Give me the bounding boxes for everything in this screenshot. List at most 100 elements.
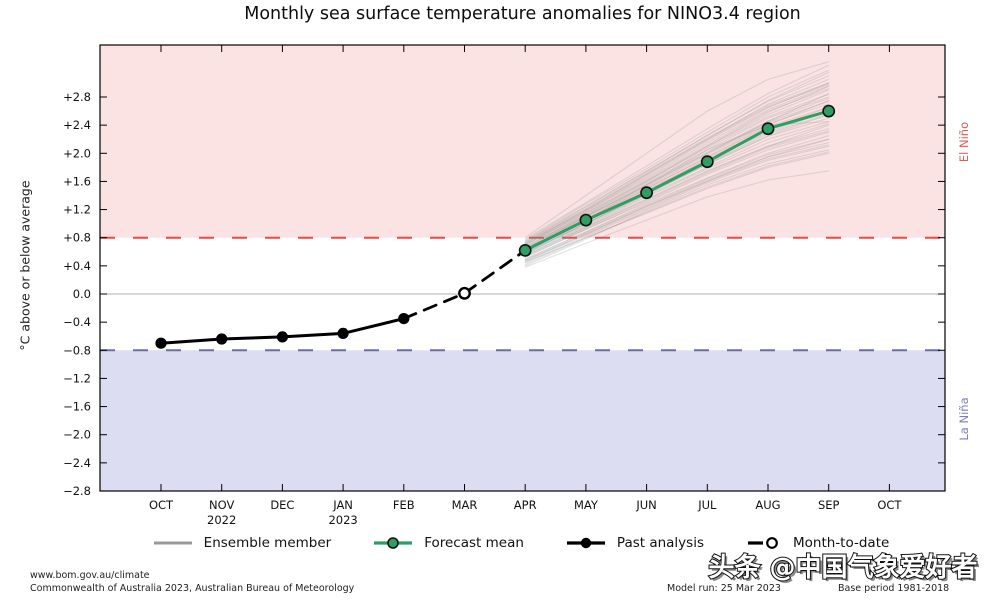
legend-label-forecast: Forecast mean bbox=[424, 535, 524, 551]
ensemble-member-line bbox=[524, 121, 830, 255]
ensemble-member-line bbox=[524, 85, 830, 249]
ensemble-member-line bbox=[524, 71, 830, 242]
forecast-mean-marker bbox=[822, 104, 836, 118]
ensemble-member-line bbox=[524, 130, 830, 258]
ensemble-member-line bbox=[524, 142, 830, 262]
y-tick-label: +1.6 bbox=[63, 174, 91, 188]
x-year-label: 2023 bbox=[328, 513, 357, 527]
ensemble-member-line bbox=[524, 103, 830, 251]
footer-url: www.bom.gov.au/climate bbox=[30, 570, 150, 581]
legend-item-forecast: Forecast mean bbox=[371, 535, 524, 551]
forecast-mean-line bbox=[523, 109, 831, 252]
la-nina-band bbox=[100, 350, 945, 491]
chart-title: Monthly sea surface temperature anomalie… bbox=[244, 4, 801, 24]
legend-label-mtd: Month-to-date bbox=[793, 535, 890, 551]
x-tick-label: JUL bbox=[697, 498, 717, 512]
ensemble-member-line bbox=[524, 92, 830, 249]
ensemble-member-line bbox=[524, 144, 830, 263]
legend-item-ensemble: Ensemble member bbox=[151, 535, 332, 551]
ensemble-member-line bbox=[524, 151, 830, 266]
y-tick-label: −0.4 bbox=[63, 315, 91, 329]
ensemble-member-line bbox=[524, 93, 830, 248]
watermark: 头条 @中国气象爱好者 头条 @中国气象爱好者 bbox=[707, 551, 980, 586]
ensemble-member-line bbox=[524, 110, 830, 253]
y-tick-label: +1.2 bbox=[63, 203, 91, 217]
past-analysis-marker bbox=[276, 331, 288, 343]
ensemble-member-line bbox=[524, 124, 830, 256]
x-tick-label: NOV bbox=[209, 498, 234, 512]
forecast-mean-icon bbox=[374, 537, 413, 549]
forecast-mean-marker bbox=[700, 155, 714, 169]
ensemble-member-line bbox=[524, 89, 830, 246]
x-tick-label: APR bbox=[514, 498, 537, 512]
past-analysis-marker bbox=[155, 337, 167, 349]
y-tick-label: −0.8 bbox=[63, 343, 91, 357]
y-tick-label: −2.4 bbox=[63, 456, 91, 470]
forecast-mean-marker bbox=[761, 122, 775, 136]
past-analysis-marker bbox=[216, 333, 228, 345]
ensemble-member-line bbox=[524, 64, 830, 240]
x-tick-label: JUN bbox=[635, 498, 656, 512]
la-nina-band-label: La Niña bbox=[957, 397, 971, 441]
ensemble-line-icon bbox=[153, 541, 192, 545]
y-tick-label: 0.0 bbox=[73, 287, 91, 301]
ensemble-member-line bbox=[524, 117, 830, 254]
x-tick-label: MAR bbox=[452, 498, 478, 512]
past-analysis-marker bbox=[398, 313, 410, 325]
x-tick-label: OCT bbox=[149, 498, 174, 512]
forecast-mean-marker bbox=[640, 186, 653, 200]
forecast-mean-marker bbox=[518, 243, 532, 257]
past-analysis-icon bbox=[566, 537, 605, 549]
ensemble-member-line bbox=[524, 128, 830, 257]
ensemble-member-line bbox=[524, 145, 830, 264]
ensemble-member-line bbox=[524, 114, 830, 254]
watermark-text: 头条 @中国气象爱好者 bbox=[708, 552, 977, 583]
month-to-date-line bbox=[402, 248, 527, 321]
ensemble-member-line bbox=[524, 83, 830, 244]
x-tick-label: JAN bbox=[332, 498, 353, 512]
footer-model-run: Model run: 25 Mar 2023 bbox=[667, 583, 781, 594]
past-analysis-marker bbox=[337, 327, 349, 339]
legend-label-ensemble: Ensemble member bbox=[203, 535, 332, 551]
ensemble-member-line bbox=[524, 97, 830, 249]
ensemble-member-line bbox=[524, 100, 830, 250]
legend: Ensemble member Forecast mean Past analy… bbox=[95, 535, 945, 551]
footer-base-period: Base period 1981-2018 bbox=[838, 583, 950, 594]
x-tick-label: DEC bbox=[270, 498, 294, 512]
ensemble-member-line bbox=[524, 135, 830, 260]
y-tick-label: −1.2 bbox=[63, 371, 91, 385]
y-tick-label: +2.0 bbox=[63, 146, 91, 160]
y-axis-label: °C above or below average bbox=[17, 180, 33, 351]
ensemble-member-line bbox=[524, 69, 830, 242]
footer-left: www.bom.gov.au/climate Commonwealth of A… bbox=[30, 570, 354, 595]
legend-item-mtd: Month-to-date bbox=[744, 535, 889, 551]
x-year-label: 2022 bbox=[207, 513, 236, 527]
y-tick-label: −2.0 bbox=[63, 428, 91, 442]
y-tick-label: −1.6 bbox=[63, 400, 91, 414]
el-nino-band bbox=[100, 45, 945, 238]
ensemble-member-line bbox=[524, 131, 830, 258]
y-tick-label: +2.4 bbox=[63, 118, 91, 132]
ensemble-member-line bbox=[524, 96, 830, 247]
ensemble-member-line bbox=[524, 149, 830, 267]
ensemble-member-line bbox=[524, 85, 830, 245]
x-tick-label: OCT bbox=[877, 498, 902, 512]
ensemble-member-line bbox=[524, 170, 830, 268]
legend-item-past: Past analysis bbox=[564, 535, 704, 551]
y-tick-label: −2.8 bbox=[63, 484, 91, 498]
ensemble-member-line bbox=[524, 78, 830, 244]
ensemble-member-line bbox=[524, 152, 830, 263]
ensemble-member-line bbox=[524, 138, 830, 261]
ensemble-member-line bbox=[524, 123, 830, 256]
x-tick-label: SEP bbox=[818, 498, 840, 512]
ensemble-member-line bbox=[524, 61, 830, 239]
x-tick-label: FEB bbox=[393, 498, 415, 512]
y-tick-label: +0.8 bbox=[63, 231, 91, 245]
footer-copyright: Commonwealth of Australia 2023, Australi… bbox=[30, 582, 355, 594]
el-nino-band-label: El Niño bbox=[957, 121, 971, 163]
forecast-mean-marker bbox=[579, 213, 593, 227]
legend-label-past: Past analysis bbox=[616, 535, 704, 551]
ensemble-member-line bbox=[524, 82, 830, 244]
month-to-date-marker bbox=[458, 286, 471, 300]
